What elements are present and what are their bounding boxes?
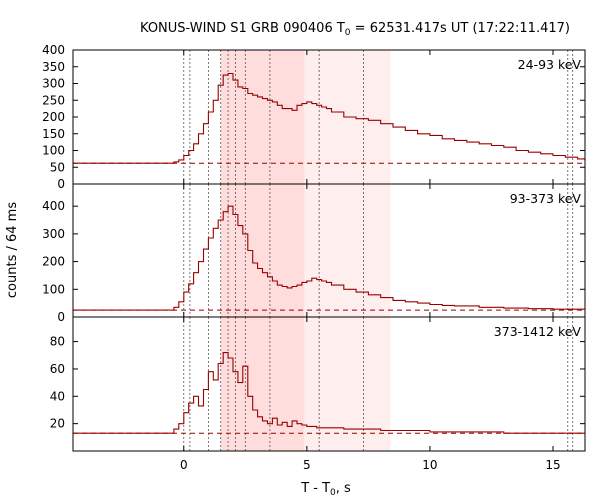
y-axis-label: counts / 64 ms bbox=[5, 202, 20, 298]
y-tick-label: 250 bbox=[42, 93, 65, 107]
y-tick-label: 80 bbox=[50, 335, 65, 349]
x-tick-label: 5 bbox=[303, 458, 311, 472]
x-tick-label: 15 bbox=[545, 458, 560, 472]
chart-title: KONUS-WIND S1 GRB 090406 T0 = 62531.417s… bbox=[140, 21, 570, 38]
y-tick-label: 400 bbox=[42, 199, 65, 213]
panel-frame bbox=[72, 316, 586, 452]
y-tick-label: 50 bbox=[50, 160, 65, 174]
light-curve-2 bbox=[73, 205, 586, 311]
y-tick-label: 200 bbox=[42, 110, 65, 124]
shaded-region-2 bbox=[304, 184, 391, 317]
x-axis-label-subscript: 0 bbox=[330, 488, 336, 498]
y-tick-label: 300 bbox=[42, 77, 65, 91]
x-tick-label: 10 bbox=[422, 458, 437, 472]
light-curve-1 bbox=[73, 72, 586, 164]
chart-title-prefix: KONUS-WIND S1 GRB 090406 T bbox=[140, 21, 345, 36]
y-tick-label: 400 bbox=[42, 43, 65, 57]
x-axis-label-suffix: , s bbox=[336, 481, 351, 496]
y-tick-label: 350 bbox=[42, 60, 65, 74]
panel-energy-label: 93-373 keV bbox=[510, 191, 582, 206]
y-tick-label: 0 bbox=[57, 310, 65, 324]
y-tick-label: 100 bbox=[42, 144, 65, 158]
panel-3: 20 40 60 80 373-1412 keV bbox=[50, 316, 586, 452]
x-tick-label: 0 bbox=[180, 458, 188, 472]
panel-1: 0 50 100 150 200 250 300 350 400 24-93 keV bbox=[42, 43, 586, 191]
shaded-region-2 bbox=[304, 317, 391, 451]
x-axis-label: T - T0, s bbox=[300, 481, 351, 498]
chart-title-suffix: = 62531.417s UT (17:22:11.417) bbox=[351, 21, 570, 36]
y-tick-label: 20 bbox=[50, 417, 65, 431]
shaded-region-1 bbox=[220, 184, 305, 317]
light-curve-3 bbox=[73, 352, 585, 434]
x-axis-label-prefix: T - T bbox=[300, 481, 330, 496]
y-tick-label: 60 bbox=[50, 362, 65, 376]
y-tick-label: 200 bbox=[42, 255, 65, 269]
shaded-region-1 bbox=[220, 50, 305, 184]
shaded-region-1 bbox=[220, 317, 305, 451]
y-tick-label: 100 bbox=[42, 282, 65, 296]
panel-energy-label: 24-93 keV bbox=[518, 57, 582, 72]
y-tick-label: 40 bbox=[50, 389, 65, 403]
y-tick-label: 150 bbox=[42, 127, 65, 141]
y-tick-label: 0 bbox=[57, 177, 65, 191]
panel-energy-label: 373-1412 keV bbox=[494, 324, 582, 339]
panel-2: 0 100 200 300 400 93-373 keV bbox=[42, 183, 586, 324]
y-tick-label: 300 bbox=[42, 227, 65, 241]
chart-title-subscript: 0 bbox=[345, 28, 351, 38]
